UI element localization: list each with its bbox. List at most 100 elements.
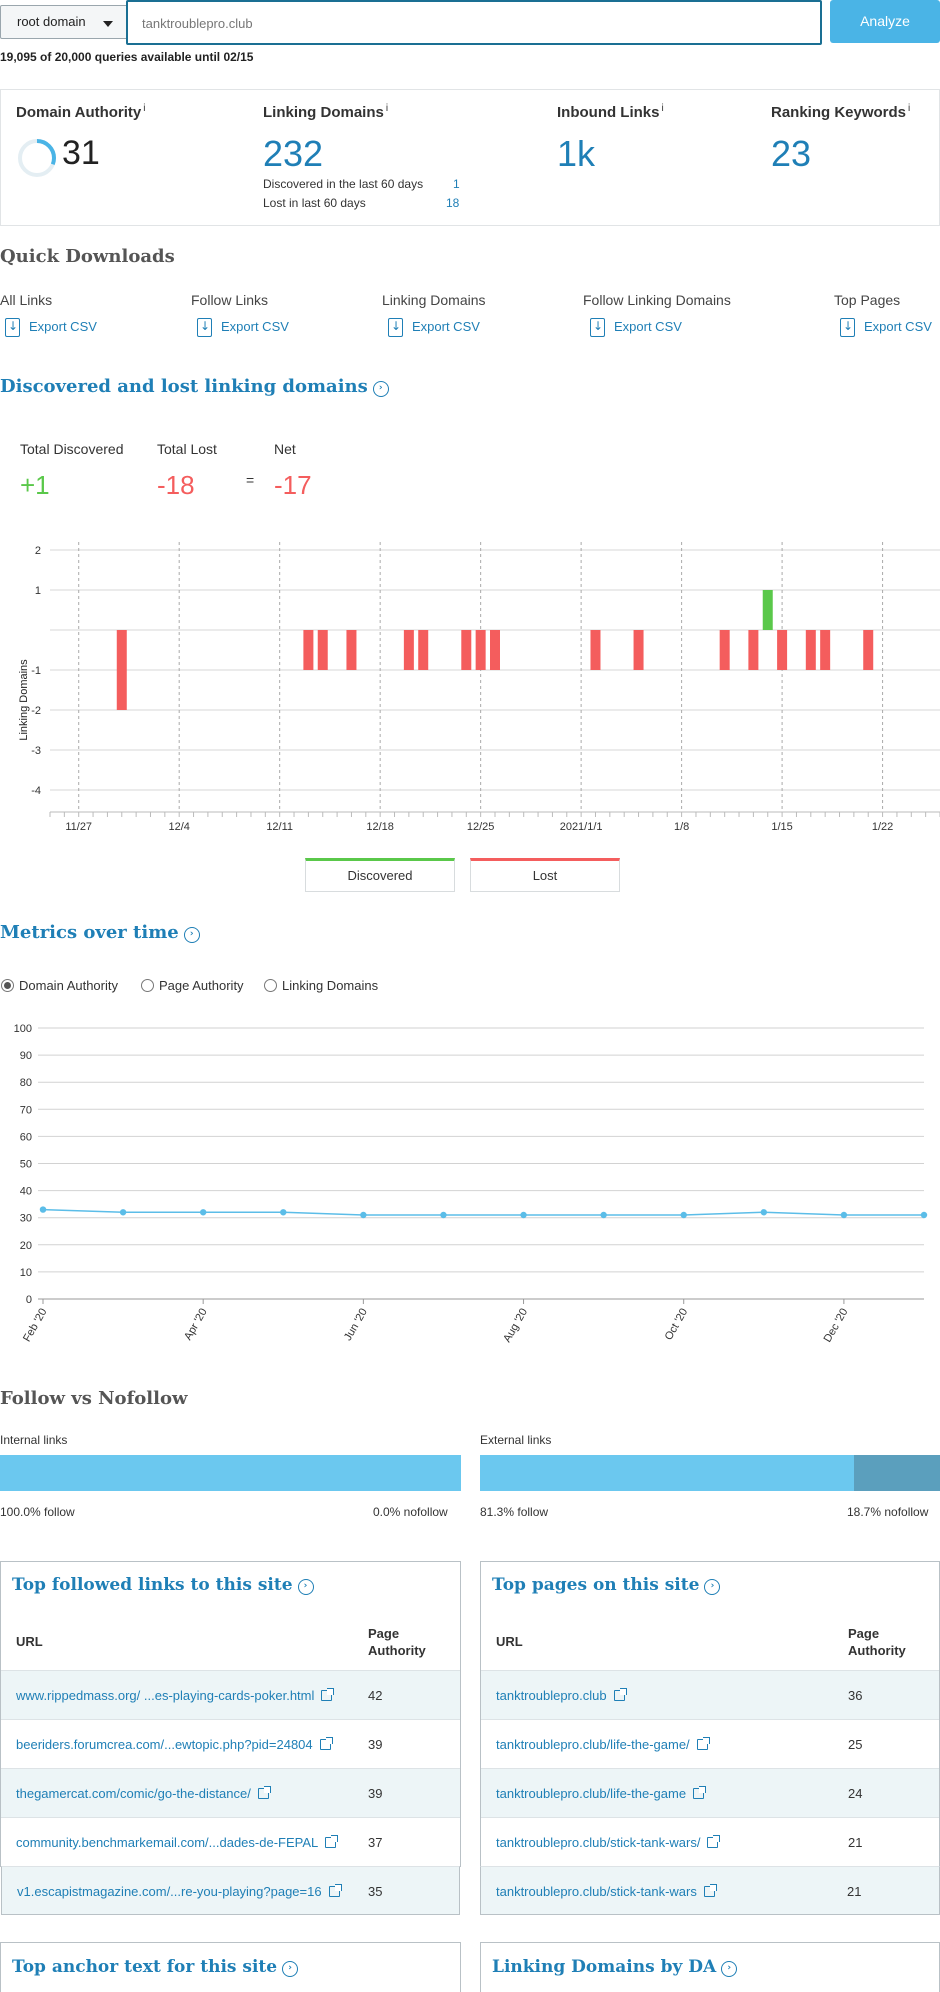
external-link-icon[interactable] <box>319 1737 333 1750</box>
external-link-icon[interactable] <box>325 1835 339 1848</box>
lost-bar <box>475 630 486 670</box>
chevron-right-circle-icon[interactable]: › <box>372 381 389 397</box>
chevron-right-circle-icon[interactable]: › <box>297 1579 314 1595</box>
info-icon[interactable]: i <box>143 103 146 114</box>
export-csv-follow-links[interactable]: Export CSV <box>197 318 289 337</box>
data-point <box>360 1211 367 1219</box>
ranking-keywords-value[interactable]: 23 <box>771 133 812 174</box>
export-csv-label: Export CSV <box>864 318 932 334</box>
search-input[interactable]: tanktroublepro.club <box>126 0 822 45</box>
y-tick-label: 0 <box>26 1294 32 1306</box>
discovered-value[interactable]: 1 <box>453 177 460 191</box>
domain-authority-metric: Domain Authority i <box>16 103 146 121</box>
row-pa: 24 <box>848 1786 863 1801</box>
row-pa: 39 <box>368 1737 383 1752</box>
domains-by-da-title[interactable]: Linking Domains by DA › <box>492 1957 738 1977</box>
row-pa: 37 <box>368 1835 383 1850</box>
row-url[interactable]: tanktroublepro.club/life-the-game/ <box>496 1737 710 1752</box>
row-url[interactable]: thegamercat.com/comic/go-the-distance/ <box>16 1786 271 1801</box>
external-link-icon[interactable] <box>703 1884 717 1897</box>
query-quota: 19,095 of 20,000 queries available until… <box>0 50 254 64</box>
download-icon <box>388 318 403 337</box>
top-pages-title[interactable]: Top pages on this site › <box>492 1575 721 1595</box>
chevron-right-circle-icon[interactable]: › <box>282 1961 299 1977</box>
table-row: beeriders.forumcrea.com/...ewtopic.php?p… <box>1 1719 460 1768</box>
legend-discovered[interactable]: Discovered <box>305 858 455 892</box>
lost-bar <box>418 630 429 670</box>
row-url[interactable]: v1.escapistmagazine.com/...re-you-playin… <box>17 1884 342 1899</box>
external-link-icon[interactable] <box>328 1884 342 1897</box>
chevron-right-circle-icon[interactable]: › <box>183 927 200 943</box>
x-tick-label: Jun '20 <box>342 1307 370 1343</box>
lost-value[interactable]: 18 <box>446 196 460 210</box>
external-link-icon[interactable] <box>257 1786 271 1799</box>
top-links-title[interactable]: Top followed links to this site › <box>12 1575 314 1595</box>
info-icon[interactable]: i <box>908 103 911 114</box>
row-url-text: beeriders.forumcrea.com/...ewtopic.php?p… <box>16 1737 313 1752</box>
radio-label: Page Authority <box>159 978 244 993</box>
export-csv-all-links[interactable]: Export CSV <box>5 318 97 337</box>
export-csv-linking-domains[interactable]: Export CSV <box>388 318 480 337</box>
external-link-icon[interactable] <box>693 1786 707 1799</box>
radio-page-authority[interactable]: Page Authority <box>141 978 244 993</box>
radio-icon <box>264 979 277 992</box>
chevron-right-circle-icon[interactable]: › <box>704 1579 721 1595</box>
y-tick-label: 50 <box>20 1159 32 1171</box>
col-url[interactable]: URL <box>16 1634 43 1649</box>
data-point <box>440 1211 447 1219</box>
info-icon[interactable]: i <box>385 103 389 114</box>
row-url[interactable]: beeriders.forumcrea.com/...ewtopic.php?p… <box>16 1737 333 1752</box>
radio-linking-domains[interactable]: Linking Domains <box>264 978 378 993</box>
external-link-icon[interactable] <box>696 1737 710 1750</box>
row-url[interactable]: community.benchmarkemail.com/...dades-de… <box>16 1835 339 1850</box>
discovered-bar <box>762 590 773 630</box>
domains-by-da-panel: Linking Domains by DA › <box>480 1942 940 1992</box>
row-url[interactable]: tanktroublepro.club/stick-tank-wars <box>496 1884 717 1899</box>
lost-bar <box>633 630 644 670</box>
download-label-linking-domains: Linking Domains <box>382 292 486 308</box>
y-tick-label: 40 <box>20 1186 32 1198</box>
export-csv-follow-linking-domains[interactable]: Export CSV <box>590 318 682 337</box>
anchor-text-panel: Top anchor text for this site › <box>0 1942 461 1992</box>
row-url[interactable]: www.rippedmass.org/ ...es-playing-cards-… <box>16 1688 335 1703</box>
scope-select-value: root domain <box>17 14 86 29</box>
download-label-top-pages: Top Pages <box>834 292 901 308</box>
data-point <box>199 1209 207 1216</box>
external-link-icon[interactable] <box>613 1688 627 1701</box>
lost-bar <box>346 630 357 670</box>
export-csv-top-pages[interactable]: Export CSV <box>840 318 932 337</box>
download-icon <box>590 318 605 337</box>
metrics-over-time-title[interactable]: Metrics over time › <box>0 922 200 943</box>
scope-select[interactable]: root domain <box>0 5 128 39</box>
linking-domains-label: Linking Domains <box>263 104 384 121</box>
quick-downloads-title: Quick Downloads <box>0 246 175 267</box>
col-page-authority[interactable]: Page Authority <box>368 1625 426 1659</box>
row-url[interactable]: tanktroublepro.club/life-the-game <box>496 1786 707 1801</box>
discovered-lost-title[interactable]: Discovered and lost linking domains › <box>0 376 389 397</box>
col-page-authority[interactable]: Page Authority <box>848 1625 906 1659</box>
linking-domains-value[interactable]: 232 <box>263 133 324 174</box>
row-url[interactable]: tanktroublepro.club <box>496 1688 627 1703</box>
analyze-button[interactable]: Analyze <box>830 0 940 43</box>
top-links-panel: Top followed links to this site › URL Pag… <box>0 1561 461 1867</box>
chevron-right-circle-icon[interactable]: › <box>721 1961 738 1977</box>
y-tick-label: -4 <box>31 785 41 797</box>
external-link-icon[interactable] <box>321 1688 335 1701</box>
x-tick-label: Aug '20 <box>501 1307 530 1345</box>
row-url-text: v1.escapistmagazine.com/...re-you-playin… <box>17 1884 322 1899</box>
y-tick-label: 1 <box>35 585 41 597</box>
anchor-text-title[interactable]: Top anchor text for this site › <box>12 1957 299 1977</box>
equals-sign: = <box>246 472 255 488</box>
row-url-text: thegamercat.com/comic/go-the-distance/ <box>16 1786 251 1801</box>
col-url[interactable]: URL <box>496 1634 523 1649</box>
inbound-links-value[interactable]: 1k <box>557 133 596 174</box>
external-link-icon[interactable] <box>707 1835 721 1848</box>
radio-domain-authority[interactable]: Domain Authority <box>1 978 118 993</box>
legend-lost[interactable]: Lost <box>470 858 620 892</box>
info-icon[interactable]: i <box>661 103 664 114</box>
radio-icon <box>141 979 154 992</box>
data-point <box>520 1211 527 1219</box>
metrics-summary: Domain Authority i 31 Linking Domains i 23… <box>0 89 940 226</box>
row-url[interactable]: tanktroublepro.club/stick-tank-wars/ <box>496 1835 721 1850</box>
export-csv-label: Export CSV <box>412 318 480 334</box>
